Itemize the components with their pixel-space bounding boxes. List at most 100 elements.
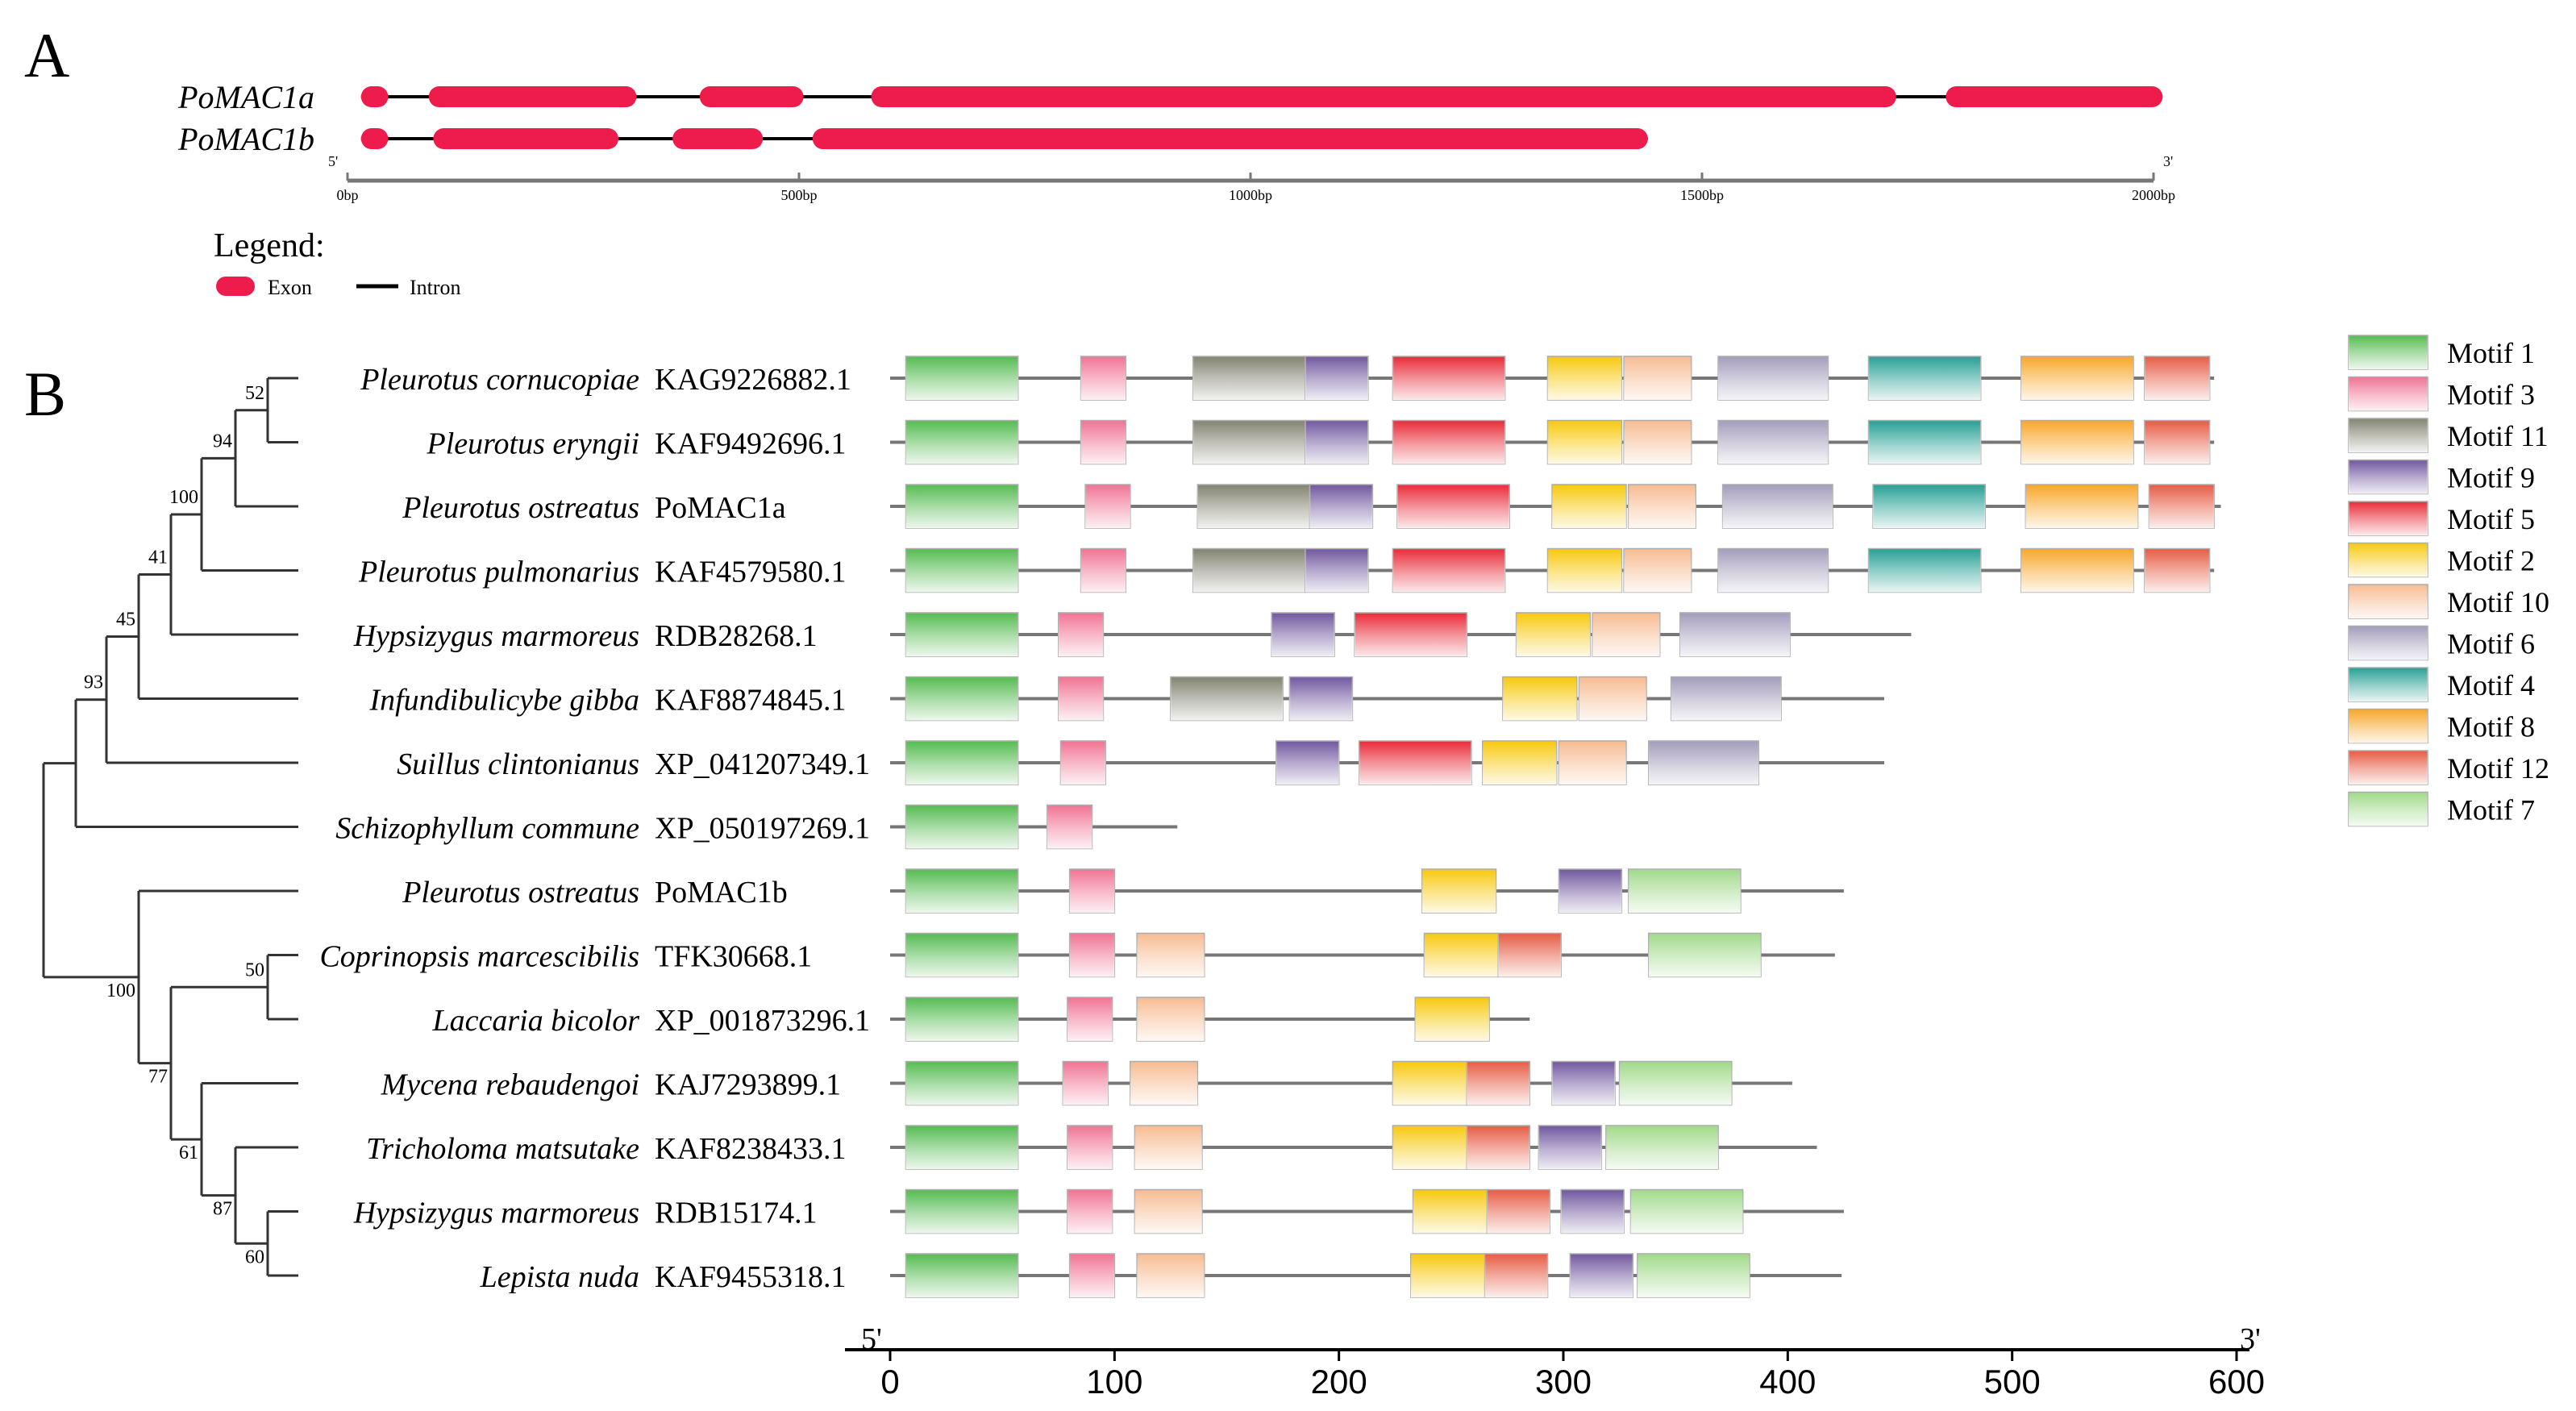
bootstrap-value: 45 — [116, 609, 135, 630]
motif-box-gloss — [1538, 1126, 1602, 1169]
legend-swatch-gloss — [2349, 585, 2428, 618]
legend-swatch-gloss — [2349, 543, 2428, 577]
accession-id: XP_050197269.1 — [655, 812, 870, 846]
phylogenetic-tree: 52 94 100 41 45 93 50 100 77 61 87 60 — [42, 377, 298, 1277]
bootstrap-value: 50 — [245, 959, 264, 980]
motif-box-gloss — [1552, 1061, 1616, 1105]
motif-box-gloss — [1130, 1061, 1198, 1105]
motif-box-gloss — [1069, 933, 1115, 977]
motif-box-gloss — [1058, 613, 1104, 656]
motif-box-gloss — [1648, 933, 1761, 977]
legend-motif-label: Motif 1 — [2447, 337, 2535, 369]
accession-id: KAF9455318.1 — [655, 1260, 847, 1294]
motif-box-gloss — [905, 741, 1018, 785]
motif-box-gloss — [1624, 548, 1692, 593]
motif-box-gloss — [1561, 1189, 1625, 1234]
motif-box-gloss — [905, 1061, 1018, 1105]
bootstrap-value: 61 — [179, 1143, 198, 1163]
motif-box-gloss — [905, 676, 1018, 721]
motif-box-gloss — [1276, 741, 1339, 785]
motif-box-gloss — [1547, 420, 1622, 464]
bootstrap-value: 77 — [148, 1067, 168, 1088]
motif-box-gloss — [1718, 548, 1829, 593]
motif-box-gloss — [1559, 741, 1626, 785]
motif-box-gloss — [1305, 420, 1368, 464]
accession-id: PoMAC1b — [655, 876, 788, 909]
motif-box-gloss — [1722, 485, 1833, 528]
motif-box-gloss — [2144, 356, 2210, 400]
motif-axis-tick-label: 500 — [1984, 1363, 2041, 1401]
accession-id: KAG9226882.1 — [655, 363, 851, 397]
motif-box-gloss — [1873, 485, 1986, 528]
motif-box-gloss — [1305, 356, 1368, 400]
legend-motif-label: Motif 12 — [2447, 752, 2549, 785]
motif-box-gloss — [1624, 356, 1692, 400]
motif-box-gloss — [1547, 548, 1622, 593]
motif-box-gloss — [1134, 1189, 1202, 1234]
motif-box-gloss — [1421, 869, 1496, 913]
species-name: Tricholoma matsutake — [366, 1132, 639, 1166]
motif-box-gloss — [1047, 805, 1092, 849]
gene-name: PoMAC1b — [177, 121, 314, 157]
protein-row: Schizophyllum commune XP_050197269.1 — [335, 804, 1178, 850]
accession-id: KAF4579580.1 — [655, 556, 847, 589]
exon-block — [360, 128, 389, 149]
gene-name: PoMAC1a — [177, 79, 314, 115]
species-name: Schizophyllum commune — [335, 812, 639, 846]
accession-id: KAF9492696.1 — [655, 427, 847, 461]
legend-swatch-gloss — [2349, 377, 2428, 411]
legend-motif-label: Motif 4 — [2447, 669, 2535, 701]
bootstrap-value: 60 — [245, 1247, 264, 1267]
motif-box-gloss — [1134, 1126, 1202, 1169]
exon-block — [871, 86, 1896, 107]
motif-box-gloss — [1467, 1061, 1530, 1105]
motif-box-gloss — [905, 997, 1018, 1041]
legend-swatch-gloss — [2349, 418, 2428, 452]
legend-motif-label: Motif 7 — [2447, 794, 2535, 826]
motif-box-gloss — [1628, 869, 1741, 913]
motif-box-gloss — [1637, 1254, 1750, 1297]
motif-box-gloss — [1628, 485, 1696, 528]
species-name: Suillus clintonianus — [397, 747, 639, 781]
accession-id: KAF8238433.1 — [655, 1132, 847, 1166]
motif-box-gloss — [1570, 1254, 1633, 1297]
legend-exon-swatch — [216, 277, 255, 296]
motif-axis-tick-label: 200 — [1311, 1363, 1367, 1401]
legend-swatch-gloss — [2349, 792, 2428, 826]
motif-box-gloss — [1605, 1126, 1719, 1169]
legend-intron-label: Intron — [410, 276, 461, 299]
motif-box-gloss — [2144, 420, 2210, 464]
protein-row: Pleurotus eryngii KAF9492696.1 — [427, 419, 2215, 465]
motif-axis-tick-label: 400 — [1759, 1363, 1816, 1401]
species-name: Pleurotus ostreatus — [402, 876, 639, 909]
motif-box-gloss — [1619, 1061, 1732, 1105]
motif-box-gloss — [1498, 933, 1562, 977]
panel-b-label: B — [24, 359, 66, 429]
motif-box-gloss — [1718, 356, 1829, 400]
motif-box-gloss — [905, 613, 1018, 656]
motif-axis-tick-label: 0 — [880, 1363, 899, 1401]
motif-box-gloss — [1067, 1189, 1113, 1234]
motif-box-gloss — [1192, 420, 1305, 464]
motif-box-gloss — [2144, 548, 2210, 593]
motif-axis-5prime: 5' — [861, 1322, 882, 1356]
exon-block — [433, 128, 618, 149]
protein-row: Coprinopsis marcescibilis TFK30668.1 — [319, 932, 1835, 978]
species-name: Hypsizygus marmoreus — [353, 1197, 639, 1230]
motif-box-gloss — [905, 548, 1018, 593]
motif-box-gloss — [1467, 1126, 1530, 1169]
accession-id: XP_001873296.1 — [655, 1004, 870, 1038]
motif-legend: Motif 1 Motif 3 Motif 11 Motif 9 Motif 5 Moti… — [2348, 335, 2549, 827]
panel-a-label: A — [24, 20, 69, 90]
legend-title: Legend: — [214, 227, 325, 264]
motif-box-gloss — [1392, 1061, 1467, 1105]
motif-box-gloss — [1397, 485, 1510, 528]
bootstrap-value: 87 — [213, 1199, 232, 1220]
protein-row: Pleurotus pulmonarius KAF4579580.1 — [358, 547, 2215, 593]
gene-axis-tick-label: 1500bp — [1680, 187, 1724, 203]
panel-b: B 52 94 100 41 45 93 50 100 77 61 87 60 Pleurotus c… — [24, 335, 2549, 1401]
motif-box-gloss — [1069, 1254, 1115, 1297]
protein-row: Suillus clintonianus XP_041207349.1 — [397, 740, 1885, 785]
species-name: Pleurotus ostreatus — [402, 491, 639, 525]
legend-motif-label: Motif 10 — [2447, 586, 2549, 618]
